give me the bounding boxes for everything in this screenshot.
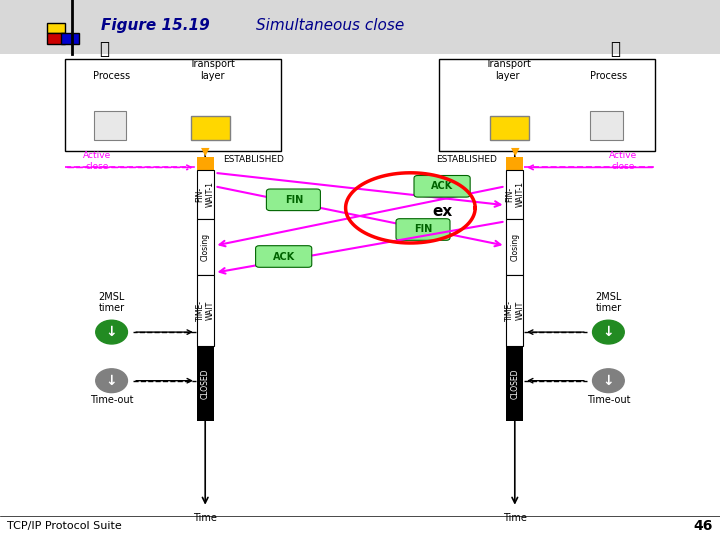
Text: Transport
layer: Transport layer xyxy=(485,59,531,81)
Text: ↓: ↓ xyxy=(603,325,614,339)
Text: Time-out: Time-out xyxy=(90,395,133,404)
Text: ESTABLISHED: ESTABLISHED xyxy=(223,155,284,164)
FancyBboxPatch shape xyxy=(197,346,214,421)
Text: Figure 15.19: Figure 15.19 xyxy=(101,18,210,33)
FancyBboxPatch shape xyxy=(0,0,720,54)
Text: Closing: Closing xyxy=(510,233,519,261)
Text: ▼: ▼ xyxy=(201,146,210,156)
Text: ACK: ACK xyxy=(431,181,453,191)
Text: Active
close: Active close xyxy=(608,151,637,171)
FancyBboxPatch shape xyxy=(414,176,470,197)
FancyBboxPatch shape xyxy=(65,59,281,151)
FancyBboxPatch shape xyxy=(197,170,214,219)
Text: ex: ex xyxy=(433,204,453,219)
Text: ▼: ▼ xyxy=(510,146,519,156)
Circle shape xyxy=(96,320,127,344)
FancyBboxPatch shape xyxy=(506,275,523,346)
FancyBboxPatch shape xyxy=(197,219,214,275)
FancyBboxPatch shape xyxy=(590,111,623,140)
FancyBboxPatch shape xyxy=(439,59,655,151)
Text: Time: Time xyxy=(503,514,527,523)
Text: Process: Process xyxy=(590,71,627,80)
Circle shape xyxy=(593,369,624,393)
Text: CLOSED: CLOSED xyxy=(510,368,519,399)
FancyBboxPatch shape xyxy=(506,219,523,275)
Text: FIN: FIN xyxy=(284,195,303,205)
FancyBboxPatch shape xyxy=(197,275,214,346)
Text: 💻: 💻 xyxy=(611,39,621,58)
Text: Time-out: Time-out xyxy=(587,395,630,404)
Text: Process: Process xyxy=(93,71,130,80)
FancyBboxPatch shape xyxy=(47,23,65,33)
Text: ACK: ACK xyxy=(273,252,294,261)
Circle shape xyxy=(96,369,127,393)
FancyBboxPatch shape xyxy=(506,170,523,219)
FancyBboxPatch shape xyxy=(191,116,230,140)
Text: CLOSED: CLOSED xyxy=(201,368,210,399)
FancyBboxPatch shape xyxy=(47,33,65,44)
FancyBboxPatch shape xyxy=(396,219,450,240)
Text: TIME-
WAIT: TIME- WAIT xyxy=(505,300,524,321)
FancyBboxPatch shape xyxy=(94,111,126,140)
Text: FIN-
WAIT-1: FIN- WAIT-1 xyxy=(196,181,215,207)
Text: ↓: ↓ xyxy=(106,374,117,388)
FancyBboxPatch shape xyxy=(256,246,312,267)
FancyBboxPatch shape xyxy=(266,189,320,211)
Text: 2MSL
timer: 2MSL timer xyxy=(99,292,125,313)
Text: 💻: 💻 xyxy=(99,39,109,58)
Text: ↓: ↓ xyxy=(106,325,117,339)
Text: Time: Time xyxy=(193,514,217,523)
FancyBboxPatch shape xyxy=(506,346,523,421)
FancyBboxPatch shape xyxy=(490,116,529,140)
Text: FIN: FIN xyxy=(414,225,433,234)
FancyBboxPatch shape xyxy=(197,157,214,170)
FancyBboxPatch shape xyxy=(61,33,79,44)
Text: 46: 46 xyxy=(693,519,713,534)
Text: Active
close: Active close xyxy=(83,151,112,171)
Text: Simultaneous close: Simultaneous close xyxy=(256,18,404,33)
Circle shape xyxy=(593,320,624,344)
Text: ↓: ↓ xyxy=(603,374,614,388)
Text: FIN-
WAIT-1: FIN- WAIT-1 xyxy=(505,181,524,207)
Text: Closing: Closing xyxy=(201,233,210,261)
Text: TCP/IP Protocol Suite: TCP/IP Protocol Suite xyxy=(7,522,122,531)
Text: ESTABLISHED: ESTABLISHED xyxy=(436,155,497,164)
Text: 2MSL
timer: 2MSL timer xyxy=(595,292,621,313)
FancyBboxPatch shape xyxy=(506,157,523,170)
Text: Transport
layer: Transport layer xyxy=(189,59,235,81)
Text: TIME-
WAIT: TIME- WAIT xyxy=(196,300,215,321)
